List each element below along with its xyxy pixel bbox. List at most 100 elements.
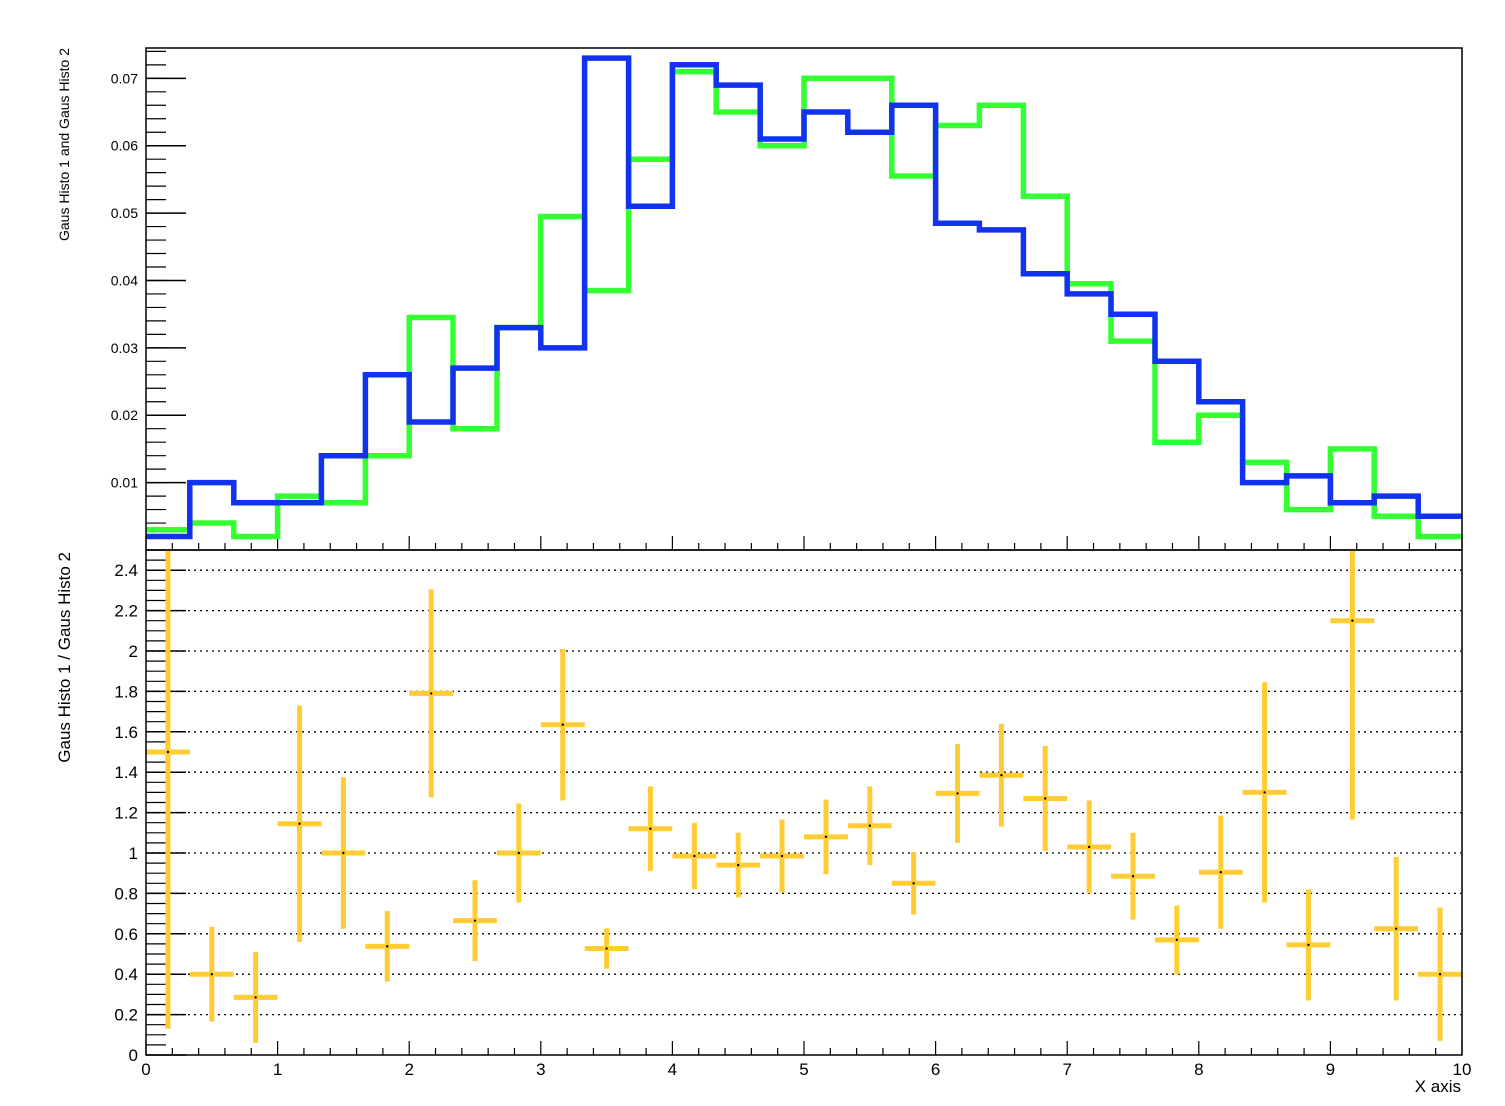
point-marker	[386, 945, 389, 948]
point-marker	[956, 792, 959, 795]
top-y-tick-label: 0.06	[111, 138, 138, 154]
ratio-point	[1023, 745, 1068, 851]
point-marker	[210, 973, 213, 976]
bottom-y-ticks: 0 0.2 0.4 0.6 0.8 1 1.2 1.4 1.6 1.8 2 2.2 2.4	[114, 549, 186, 1065]
bottom-x-tick-label: 5	[799, 1060, 808, 1079]
ratio-points	[146, 550, 1462, 1043]
bottom-x-tick-label: 1	[273, 1060, 282, 1079]
point-marker	[1087, 845, 1091, 849]
point-marker	[1219, 870, 1222, 874]
top-y-tick-label: 0.04	[111, 272, 138, 288]
ratio-point	[321, 777, 366, 929]
ratio-point	[146, 550, 190, 1029]
point-marker	[780, 854, 784, 858]
top-y-tick-label: 0.02	[111, 407, 138, 423]
bottom-x-axis-label: X axis	[1415, 1077, 1461, 1096]
bottom-y-axis-label: Gaus Histo 1 / Gaus Histo 2	[55, 552, 74, 763]
bottom-y-tick-label: 0.2	[114, 1006, 138, 1025]
top-panel: 0.01 0.02 0.03 0.04 0.05 0.06 0.07 Gaus Histo …	[56, 47, 1463, 551]
point-marker	[824, 835, 828, 839]
ratio-point	[453, 880, 497, 962]
histogram-series-2	[146, 55, 1462, 540]
point-marker	[693, 854, 696, 858]
bottom-y-tick-label: 0.8	[114, 884, 138, 903]
bottom-x-tick-label: 9	[1326, 1060, 1335, 1079]
point-marker	[1395, 927, 1398, 930]
ratio-point	[1418, 907, 1462, 1041]
bottom-x-tick-label: 8	[1194, 1060, 1203, 1079]
ratio-point	[716, 832, 761, 898]
point-marker	[1263, 791, 1266, 794]
point-marker	[649, 827, 652, 830]
point-marker	[1131, 875, 1135, 878]
top-series	[146, 55, 1462, 540]
bottom-x-tick-label: 2	[404, 1060, 413, 1079]
top-y-tick-label: 0.03	[111, 340, 138, 356]
point-marker	[1044, 797, 1047, 800]
bottom-x-tick-label: 6	[931, 1060, 940, 1079]
point-marker	[429, 692, 433, 695]
bottom-y-tick-label: 0	[129, 1046, 138, 1065]
top-y-tick-label: 0.07	[111, 70, 138, 86]
bottom-x-tick-label: 3	[536, 1060, 545, 1079]
ratio-point	[1067, 800, 1112, 894]
ratio-point	[1330, 550, 1375, 820]
ratio-point	[365, 910, 410, 982]
bottom-x-tick-label: 4	[668, 1060, 677, 1079]
point-marker	[298, 822, 301, 825]
bottom-y-tick-label: 1.6	[114, 723, 138, 742]
ratio-point	[409, 589, 454, 798]
top-y-tick-label: 0.05	[111, 205, 138, 221]
top-y-axis-label: Gaus Histo 1 and Gaus Histo 2	[56, 48, 72, 241]
bottom-y-tick-label: 2.4	[114, 561, 138, 580]
ratio-point	[979, 723, 1024, 827]
ratio-point	[189, 926, 234, 1022]
ratio-point	[891, 851, 936, 915]
ratio-point	[1374, 857, 1419, 1001]
point-marker	[254, 996, 257, 999]
ratio-point	[233, 951, 278, 1043]
bottom-plot-frame	[145, 549, 1463, 1056]
bottom-y-tick-label: 1	[129, 844, 138, 863]
point-marker	[1307, 943, 1310, 947]
bottom-y-tick-label: 0.6	[114, 925, 138, 944]
point-marker	[1175, 938, 1179, 942]
point-marker	[1351, 619, 1354, 622]
point-marker	[912, 882, 915, 885]
bottom-y-tick-label: 1.4	[114, 763, 138, 782]
ratio-point	[1154, 905, 1199, 975]
bottom-y-tick-label: 2.2	[114, 602, 138, 621]
top-y-ticks: 0.01 0.02 0.03 0.04 0.05 0.06 0.07	[111, 50, 186, 538]
point-marker	[342, 851, 345, 855]
bottom-x-tick-label: 0	[141, 1060, 150, 1079]
ratio-point	[540, 648, 585, 801]
ratio-point	[1111, 832, 1155, 920]
bottom-y-tick-label: 2	[129, 642, 138, 661]
point-marker	[561, 723, 564, 726]
top-y-tick-label: 0.01	[111, 475, 138, 491]
ratio-point	[804, 799, 848, 875]
point-marker	[166, 750, 170, 754]
point-marker	[605, 947, 608, 950]
ratio-point	[672, 822, 717, 890]
point-marker	[868, 824, 871, 827]
ratio-point	[1198, 815, 1243, 929]
ratio-point	[935, 743, 980, 843]
ratio-point	[847, 786, 892, 866]
point-marker	[1438, 973, 1442, 976]
ratio-point	[1286, 889, 1331, 1001]
bottom-panel: 0 0.2 0.4 0.6 0.8 1 1.2 1.4 1.6 1.8 2 2.2 2.4 0 1 2 3 4 5…	[55, 549, 1471, 1096]
ratio-point	[584, 928, 629, 969]
bottom-x-tick-label: 10	[1453, 1060, 1472, 1079]
bottom-y-tick-label: 0.4	[114, 965, 138, 984]
bottom-y-tick-label: 1.2	[114, 804, 138, 823]
ratio-point	[1242, 682, 1287, 903]
ratio-point	[496, 803, 541, 903]
point-marker	[517, 851, 521, 855]
point-marker	[1000, 774, 1003, 777]
point-marker	[473, 919, 477, 922]
bottom-y-tick-label: 1.8	[114, 682, 138, 701]
bottom-x-ticks: 0 1 2 3 4 5 6 7 8 9 10	[141, 1041, 1471, 1079]
point-marker	[737, 863, 740, 867]
ratio-point	[628, 786, 673, 872]
